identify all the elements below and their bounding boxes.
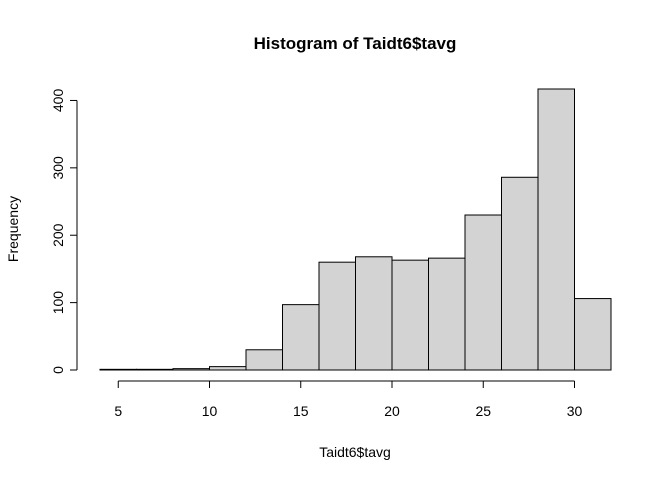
x-tick-label: 30 <box>567 403 583 419</box>
histogram-bar <box>136 368 174 371</box>
y-axis-label: Frequency <box>5 196 21 262</box>
bars-group <box>99 88 612 371</box>
histogram-bar <box>99 368 137 371</box>
histogram-bar <box>355 256 393 371</box>
histogram-bar <box>245 349 283 371</box>
y-tick-label: 100 <box>50 291 66 315</box>
histogram-bar <box>391 259 429 371</box>
x-tick-label: 5 <box>114 403 122 419</box>
histogram-bar <box>501 176 539 371</box>
y-tick-label: 400 <box>50 89 66 113</box>
chart-title: Histogram of Taidt6$tavg <box>254 34 457 53</box>
histogram-bar <box>209 366 247 371</box>
histogram-bar <box>282 304 320 371</box>
histogram-bar <box>464 214 502 371</box>
y-axis: 0 100 200 300 400 <box>50 89 78 374</box>
histogram-bar <box>537 88 575 371</box>
x-tick-label: 15 <box>293 403 309 419</box>
x-tick-label: 25 <box>475 403 491 419</box>
histogram-bar <box>172 368 210 371</box>
y-tick-label: 300 <box>50 156 66 180</box>
y-tick-label: 0 <box>50 366 66 374</box>
y-tick-label: 200 <box>50 223 66 247</box>
x-axis-label: Taidt6$tavg <box>319 444 391 460</box>
histogram-bar <box>428 257 466 371</box>
x-axis: 5 10 15 20 25 30 <box>114 380 583 419</box>
histogram-bar <box>574 298 612 371</box>
x-tick-label: 10 <box>202 403 218 419</box>
histogram-bar <box>318 261 356 371</box>
x-tick-label: 20 <box>384 403 400 419</box>
